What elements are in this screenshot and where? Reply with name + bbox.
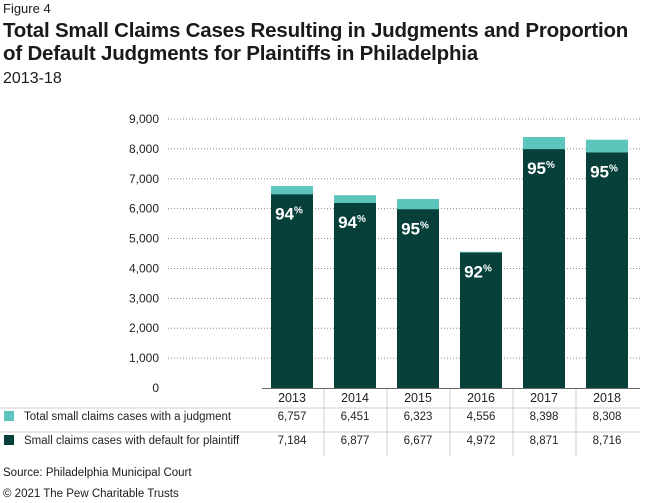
y-tick-label: 2,000 [129, 321, 159, 335]
bar-default-judgments [586, 152, 628, 388]
y-tick-label: 5,000 [129, 232, 159, 246]
table-value: 4,556 [467, 411, 496, 423]
legend-swatch [4, 411, 14, 421]
bar-default-judgments [460, 252, 502, 388]
table-value: 8,398 [530, 411, 559, 423]
bar-default-judgments [523, 149, 565, 388]
y-tick-label: 4,000 [129, 261, 159, 275]
x-tick-label: 2014 [341, 391, 369, 405]
y-tick-label: 7,000 [129, 172, 159, 186]
table-value: 7,184 [278, 435, 307, 447]
table-value: 6,877 [341, 435, 370, 447]
legend-swatch [4, 435, 14, 445]
table-value: 8,308 [593, 411, 622, 423]
table-value: 6,451 [341, 411, 370, 423]
figure-label: Figure 4 [3, 1, 51, 16]
percent-label: 94% [275, 204, 303, 223]
x-tick-label: 2018 [593, 391, 621, 405]
x-tick-label: 2016 [467, 391, 495, 405]
chart-title: Total Small Claims Cases Resulting in Ju… [3, 19, 629, 65]
y-tick-label: 0 [152, 381, 159, 395]
legend-label: Small claims cases with default for plai… [24, 435, 240, 447]
table-value: 4,972 [467, 435, 496, 447]
y-tick-label: 1,000 [129, 351, 159, 365]
bar-default-judgments [334, 202, 376, 388]
copyright-note: © 2021 The Pew Charitable Trusts [3, 488, 179, 500]
table-value: 6,757 [278, 411, 307, 423]
y-tick-label: 3,000 [129, 291, 159, 305]
y-tick-label: 8,000 [129, 142, 159, 156]
table-value: 6,677 [404, 435, 433, 447]
y-tick-label: 6,000 [129, 202, 159, 216]
x-tick-label: 2017 [530, 391, 558, 405]
x-tick-label: 2013 [278, 391, 306, 405]
percent-label: 95% [590, 162, 618, 181]
source-note: Source: Philadelphia Municipal Court [3, 467, 192, 479]
bar-default-judgments [271, 194, 313, 388]
legend-label: Total small claims cases with a judgment [24, 411, 232, 423]
table-value: 8,871 [530, 435, 559, 447]
percent-label: 95% [527, 159, 555, 178]
table-value: 6,323 [404, 411, 433, 423]
percent-label: 92% [464, 263, 492, 282]
percent-label: 94% [338, 213, 366, 232]
x-tick-label: 2015 [404, 391, 432, 405]
bar-default-judgments [397, 209, 439, 388]
chart-subtitle: 2013-18 [3, 70, 62, 87]
y-tick-label: 9,000 [129, 112, 159, 126]
table-value: 8,716 [593, 435, 622, 447]
percent-label: 95% [401, 219, 429, 238]
